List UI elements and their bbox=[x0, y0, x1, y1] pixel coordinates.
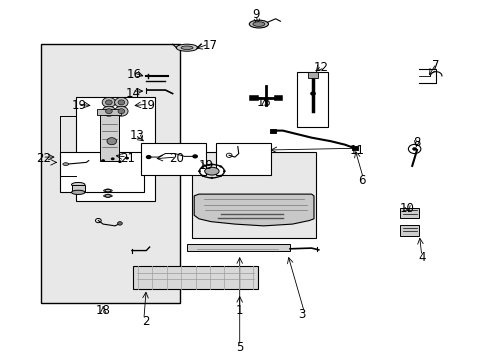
Bar bbox=[133, 266, 257, 289]
Bar bbox=[399, 225, 419, 236]
Ellipse shape bbox=[249, 20, 268, 28]
Text: 20: 20 bbox=[169, 152, 183, 165]
Text: 6: 6 bbox=[357, 174, 365, 186]
Bar bbox=[60, 152, 143, 192]
Ellipse shape bbox=[103, 189, 112, 192]
Circle shape bbox=[117, 222, 122, 225]
Polygon shape bbox=[194, 194, 313, 226]
Ellipse shape bbox=[176, 44, 197, 51]
Text: 19: 19 bbox=[141, 99, 156, 112]
Circle shape bbox=[105, 100, 112, 105]
Bar bbox=[186, 243, 289, 251]
Text: 8: 8 bbox=[412, 136, 420, 149]
Ellipse shape bbox=[63, 163, 68, 166]
Bar bbox=[97, 109, 121, 115]
Circle shape bbox=[210, 177, 213, 179]
Text: 19: 19 bbox=[72, 99, 86, 112]
Ellipse shape bbox=[71, 190, 85, 194]
Bar bbox=[41, 44, 180, 303]
Circle shape bbox=[219, 165, 222, 167]
Circle shape bbox=[411, 147, 416, 151]
Circle shape bbox=[101, 159, 105, 162]
Circle shape bbox=[210, 163, 213, 166]
Text: 2: 2 bbox=[142, 315, 150, 328]
Text: 9: 9 bbox=[252, 8, 260, 21]
Circle shape bbox=[118, 160, 122, 163]
Circle shape bbox=[192, 154, 198, 158]
Circle shape bbox=[118, 109, 124, 114]
Text: 15: 15 bbox=[256, 96, 270, 109]
Circle shape bbox=[114, 106, 128, 116]
Circle shape bbox=[223, 170, 225, 172]
Bar bbox=[191, 152, 316, 238]
Text: 5: 5 bbox=[236, 341, 243, 354]
Ellipse shape bbox=[204, 167, 219, 175]
Text: 13: 13 bbox=[129, 129, 144, 143]
Bar bbox=[100, 113, 119, 161]
Bar bbox=[141, 143, 206, 175]
Circle shape bbox=[309, 91, 315, 96]
Text: 19: 19 bbox=[198, 159, 213, 172]
Bar bbox=[399, 207, 419, 218]
Text: 14: 14 bbox=[125, 87, 141, 100]
Circle shape bbox=[201, 175, 204, 177]
Circle shape bbox=[107, 138, 116, 145]
Circle shape bbox=[105, 109, 112, 114]
Circle shape bbox=[102, 98, 115, 107]
Text: 17: 17 bbox=[202, 40, 217, 53]
Text: 1: 1 bbox=[236, 304, 243, 317]
Circle shape bbox=[114, 98, 128, 107]
Text: 10: 10 bbox=[399, 202, 414, 215]
Ellipse shape bbox=[71, 183, 85, 187]
Circle shape bbox=[118, 100, 124, 105]
Circle shape bbox=[102, 106, 115, 116]
Text: 11: 11 bbox=[349, 144, 364, 157]
Bar bbox=[76, 97, 155, 201]
Text: 16: 16 bbox=[126, 68, 142, 81]
Circle shape bbox=[219, 175, 222, 177]
Circle shape bbox=[201, 165, 204, 167]
Text: 12: 12 bbox=[313, 60, 328, 73]
Text: 22: 22 bbox=[36, 152, 51, 165]
Bar bbox=[71, 185, 85, 192]
Ellipse shape bbox=[103, 195, 112, 197]
Text: 7: 7 bbox=[431, 59, 439, 72]
Ellipse shape bbox=[181, 46, 193, 49]
Text: 3: 3 bbox=[298, 307, 305, 320]
Ellipse shape bbox=[252, 22, 264, 26]
Circle shape bbox=[145, 155, 151, 159]
Bar bbox=[297, 72, 328, 127]
Circle shape bbox=[198, 170, 201, 172]
Circle shape bbox=[111, 157, 114, 160]
Circle shape bbox=[125, 157, 129, 159]
Text: 21: 21 bbox=[121, 152, 135, 165]
Text: 4: 4 bbox=[417, 251, 425, 264]
Bar bbox=[307, 72, 317, 78]
Bar bbox=[215, 143, 270, 175]
Text: 18: 18 bbox=[96, 304, 110, 317]
